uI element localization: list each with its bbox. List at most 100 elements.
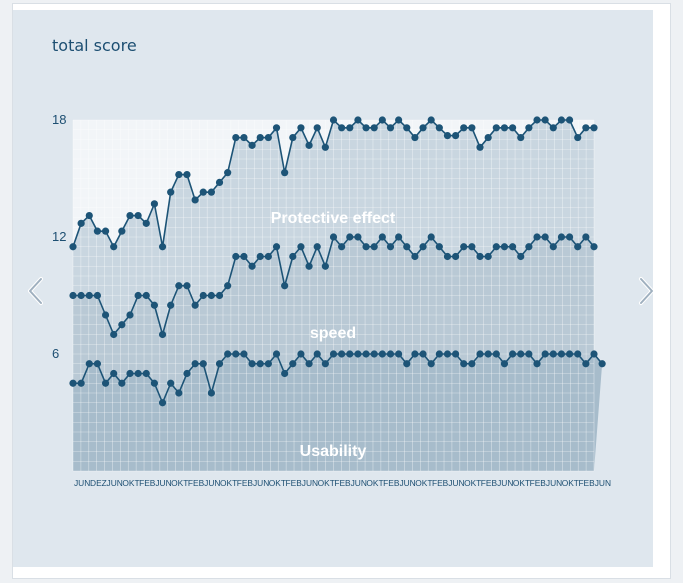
data-point — [272, 124, 281, 132]
data-point — [370, 350, 378, 358]
data-point — [533, 360, 541, 368]
data-point — [85, 211, 93, 220]
data-point — [541, 233, 549, 241]
data-point — [150, 379, 159, 387]
data-point — [110, 243, 118, 251]
data-point — [158, 330, 167, 339]
data-point — [549, 350, 557, 358]
x-tick-label: FEB — [481, 478, 498, 488]
data-point — [549, 124, 557, 132]
data-point — [207, 188, 215, 196]
data-point — [565, 116, 574, 124]
x-tick-label: FEB — [139, 478, 156, 488]
data-point — [435, 350, 443, 358]
data-point — [346, 350, 354, 358]
data-point — [191, 360, 199, 368]
data-point — [500, 124, 509, 132]
data-point — [248, 141, 256, 149]
data-point — [142, 369, 150, 378]
data-point — [158, 399, 167, 407]
data-point — [264, 252, 272, 261]
data-point — [158, 243, 167, 251]
data-point — [215, 178, 224, 186]
data-point — [525, 124, 533, 132]
x-tick-label: OKT — [464, 478, 481, 488]
data-point — [338, 243, 346, 251]
data-point — [142, 219, 150, 227]
x-tick-label: JUN — [74, 478, 90, 488]
chevron-right-icon[interactable] — [634, 276, 658, 306]
data-point — [517, 133, 525, 142]
data-point — [248, 262, 256, 270]
x-tick-label: OKT — [220, 478, 237, 488]
data-point — [207, 389, 215, 397]
data-point — [468, 243, 476, 251]
x-tick-label: OKT — [366, 478, 383, 488]
data-point — [565, 350, 574, 358]
data-point — [207, 291, 215, 300]
data-point — [533, 116, 541, 124]
data-point — [101, 379, 110, 387]
data-point — [370, 124, 378, 132]
data-point — [492, 243, 500, 251]
data-point — [264, 360, 272, 368]
data-point — [215, 291, 224, 300]
data-point — [492, 350, 500, 358]
data-point — [289, 252, 297, 261]
data-point — [378, 233, 386, 241]
x-tick-label: FEB — [237, 478, 254, 488]
data-point — [427, 116, 435, 124]
data-point — [329, 233, 338, 241]
data-point — [452, 350, 460, 358]
x-tick-label: JUN — [253, 478, 269, 488]
data-point — [297, 350, 305, 358]
data-point — [183, 171, 191, 179]
data-point — [395, 233, 403, 241]
data-point — [574, 350, 582, 358]
data-point — [370, 243, 378, 251]
data-point — [69, 379, 77, 387]
data-point — [565, 233, 574, 241]
data-point — [549, 243, 557, 251]
data-point — [199, 188, 207, 196]
data-point — [142, 291, 150, 300]
data-point — [118, 379, 126, 387]
data-point — [256, 360, 264, 368]
x-tick-label: OKT — [269, 478, 286, 488]
data-point — [313, 243, 321, 251]
data-point — [354, 233, 362, 241]
data-point — [476, 143, 484, 151]
data-point — [110, 330, 118, 339]
x-tick-label: OKT — [318, 478, 335, 488]
data-point — [362, 243, 370, 251]
data-point — [224, 350, 232, 358]
x-tick-label: FEB — [530, 478, 547, 488]
data-point — [126, 311, 134, 319]
data-point — [167, 379, 175, 387]
data-point — [452, 132, 460, 140]
data-point — [77, 219, 85, 227]
data-point — [395, 350, 403, 358]
data-point — [321, 262, 329, 270]
y-tick-label: 18 — [52, 112, 66, 127]
data-point — [386, 243, 395, 251]
data-point — [517, 252, 525, 261]
data-point — [517, 350, 525, 358]
data-point — [362, 350, 370, 358]
data-point — [338, 350, 346, 358]
data-point — [118, 227, 126, 235]
data-point — [101, 311, 110, 319]
x-tick-label: FEB — [432, 478, 449, 488]
data-point — [378, 350, 386, 358]
data-point — [289, 133, 297, 142]
x-tick-label: JUN — [399, 478, 415, 488]
data-point — [541, 116, 549, 124]
x-tick-label: OKT — [415, 478, 432, 488]
data-point — [378, 116, 386, 124]
y-tick-label: 6 — [52, 346, 59, 361]
data-point — [297, 243, 305, 251]
data-point — [557, 233, 566, 241]
chevron-left-icon[interactable] — [24, 276, 48, 306]
data-point — [85, 360, 93, 368]
